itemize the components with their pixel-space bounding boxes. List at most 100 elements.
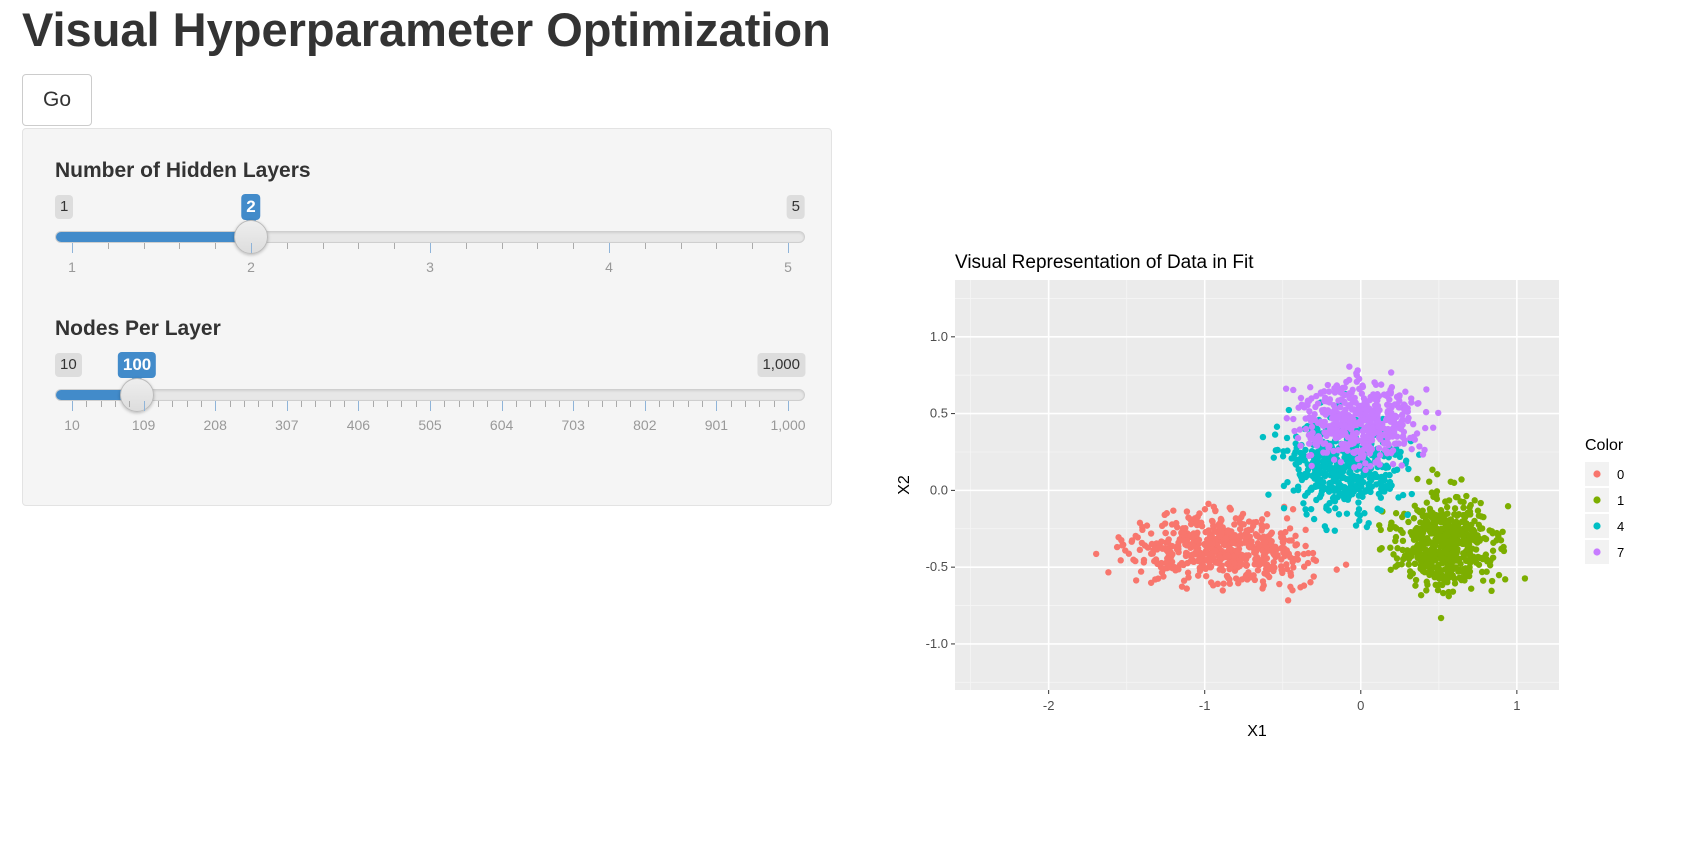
nodes-per-layer-handle[interactable] — [120, 378, 155, 412]
data-point-1 — [1410, 515, 1418, 522]
data-point-1 — [1392, 510, 1400, 517]
data-point-7 — [1291, 427, 1298, 435]
data-point-1 — [1451, 505, 1459, 512]
data-point-7 — [1341, 391, 1348, 399]
minor-tick — [301, 401, 303, 407]
data-point-0 — [1205, 558, 1212, 565]
data-point-1 — [1409, 549, 1416, 557]
data-point-1 — [1451, 580, 1459, 587]
data-point-4 — [1382, 471, 1389, 479]
data-point-0 — [1119, 542, 1126, 549]
data-point-1 — [1501, 576, 1509, 583]
data-point-0 — [1178, 559, 1186, 567]
minor-tick — [759, 401, 761, 407]
go-button[interactable]: Go — [22, 74, 92, 126]
data-point-7 — [1365, 416, 1373, 423]
data-point-0 — [1201, 541, 1208, 548]
data-point-0 — [1196, 510, 1203, 517]
data-point-4 — [1375, 490, 1383, 498]
data-point-7 — [1399, 433, 1407, 440]
data-point-0 — [1222, 535, 1229, 542]
data-point-0 — [1194, 572, 1202, 579]
data-point-1 — [1460, 504, 1467, 511]
data-point-4 — [1271, 431, 1279, 438]
data-point-4 — [1349, 491, 1356, 498]
data-point-4 — [1323, 505, 1330, 512]
data-point-0 — [1105, 569, 1112, 576]
data-point-4 — [1332, 505, 1339, 512]
data-point-0 — [1217, 554, 1224, 561]
data-point-7 — [1419, 451, 1427, 458]
data-point-1 — [1451, 511, 1458, 518]
data-point-0 — [1270, 551, 1278, 558]
minor-tick — [114, 401, 116, 407]
major-tick — [644, 401, 646, 411]
data-point-0 — [1169, 564, 1176, 572]
data-point-7 — [1342, 430, 1349, 437]
data-point-1 — [1489, 547, 1497, 554]
data-point-0 — [1247, 542, 1254, 550]
major-tick — [215, 401, 217, 411]
data-point-0 — [1161, 511, 1168, 519]
data-point-1 — [1387, 566, 1394, 573]
data-point-4 — [1272, 447, 1279, 454]
tick-label: 4 — [605, 259, 613, 275]
major-tick — [788, 243, 789, 253]
tick-label: 505 — [418, 417, 442, 433]
y-tick-label: -0.5 — [926, 559, 948, 574]
data-point-7 — [1352, 399, 1359, 406]
data-point-1 — [1417, 591, 1425, 599]
page-title: Visual Hyperparameter Optimization — [22, 3, 831, 56]
data-point-0 — [1263, 570, 1270, 578]
data-point-1 — [1476, 537, 1483, 544]
data-point-1 — [1427, 507, 1434, 515]
data-point-0 — [1254, 567, 1262, 574]
tick-label: 1 — [68, 259, 76, 275]
data-point-1 — [1488, 587, 1495, 595]
nodes-per-layer-track[interactable] — [55, 389, 805, 401]
data-point-0 — [1263, 510, 1271, 518]
data-point-0 — [1342, 561, 1350, 568]
data-point-7 — [1371, 402, 1379, 409]
data-point-0 — [1211, 547, 1219, 554]
data-point-7 — [1312, 440, 1319, 448]
nodes-per-layer-value-bubble: 100 — [117, 352, 157, 383]
data-point-4 — [1402, 457, 1410, 464]
minor-tick — [515, 401, 517, 407]
data-point-1 — [1433, 488, 1441, 495]
data-point-0 — [1292, 542, 1299, 549]
data-point-1 — [1439, 581, 1446, 589]
x-tick-label: 1 — [1513, 698, 1520, 713]
data-point-7 — [1330, 407, 1338, 415]
minor-tick — [673, 401, 675, 407]
data-point-1 — [1468, 521, 1475, 528]
x-tick-label: -2 — [1043, 698, 1055, 713]
minor-tick — [458, 401, 460, 407]
data-point-4 — [1337, 482, 1345, 489]
major-tick — [251, 243, 252, 253]
data-point-1 — [1451, 519, 1459, 526]
data-point-1 — [1438, 541, 1446, 548]
data-point-1 — [1437, 614, 1445, 622]
data-point-7 — [1324, 407, 1332, 414]
minor-tick — [745, 401, 747, 407]
data-point-7 — [1398, 462, 1405, 469]
data-point-0 — [1217, 515, 1225, 523]
minor-tick — [329, 401, 331, 407]
x-axis-label: X1 — [1247, 723, 1267, 740]
data-point-7 — [1307, 384, 1314, 391]
data-point-1 — [1429, 524, 1436, 532]
data-point-1 — [1411, 502, 1418, 509]
data-point-4 — [1355, 499, 1362, 506]
data-point-4 — [1359, 493, 1366, 500]
major-tick — [501, 401, 503, 411]
hidden-layers-track[interactable] — [55, 231, 805, 243]
data-point-7 — [1358, 447, 1366, 454]
data-point-0 — [1259, 535, 1266, 542]
controls-panel: Number of Hidden Layers 1 5 2 1 2 3 4 5 Node… — [22, 128, 832, 506]
data-point-1 — [1416, 508, 1423, 516]
data-point-0 — [1310, 573, 1317, 580]
minor-tick — [472, 401, 474, 407]
data-point-0 — [1251, 576, 1259, 584]
data-point-1 — [1463, 511, 1470, 518]
